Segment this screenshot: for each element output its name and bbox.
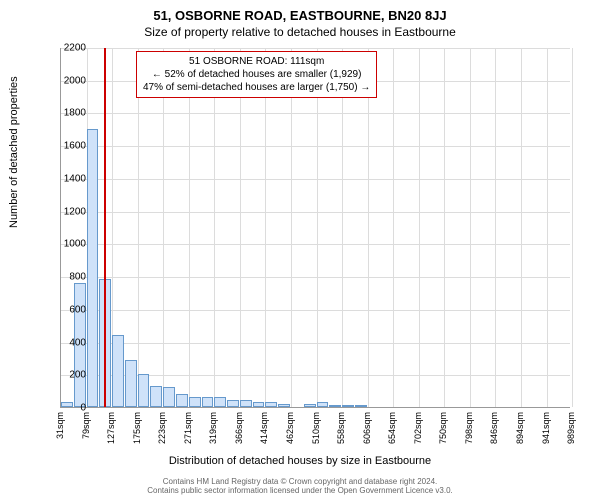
x-tick-label: 510sqm xyxy=(311,412,321,444)
x-axis-label: Distribution of detached houses by size … xyxy=(0,455,600,467)
vgrid-line xyxy=(240,48,241,407)
x-tick-label: 989sqm xyxy=(566,412,576,444)
y-axis-label: Number of detached properties xyxy=(8,76,20,228)
histogram-bar xyxy=(202,397,214,407)
histogram-bar xyxy=(329,405,341,407)
x-tick-label: 654sqm xyxy=(387,412,397,444)
chart-subtitle: Size of property relative to detached ho… xyxy=(0,23,600,39)
histogram-bar xyxy=(265,402,277,407)
vgrid-line xyxy=(214,48,215,407)
vgrid-line xyxy=(572,48,573,407)
vgrid-line xyxy=(317,48,318,407)
histogram-bar xyxy=(227,400,239,407)
x-tick-label: 798sqm xyxy=(464,412,474,444)
footer-line-1: Contains HM Land Registry data © Crown c… xyxy=(0,477,600,487)
histogram-bar xyxy=(87,129,99,407)
x-tick-label: 414sqm xyxy=(259,412,269,444)
x-tick-label: 127sqm xyxy=(106,412,116,444)
histogram-bar xyxy=(253,402,265,407)
y-tick-label: 200 xyxy=(46,370,86,381)
y-tick-label: 0 xyxy=(46,403,86,414)
y-tick-label: 1200 xyxy=(46,206,86,217)
x-tick-label: 462sqm xyxy=(285,412,295,444)
vgrid-line xyxy=(547,48,548,407)
y-tick-label: 2000 xyxy=(46,75,86,86)
chart-title: 51, OSBORNE ROAD, EASTBOURNE, BN20 8JJ xyxy=(0,0,600,23)
vgrid-line xyxy=(163,48,164,407)
y-tick-label: 2200 xyxy=(46,43,86,54)
footer-line-2: Contains public sector information licen… xyxy=(0,486,600,496)
histogram-bar xyxy=(138,374,150,407)
y-tick-label: 1000 xyxy=(46,239,86,250)
chart-area: 51 OSBORNE ROAD: 111sqm ← 52% of detache… xyxy=(60,48,570,408)
histogram-bar xyxy=(355,405,367,407)
x-tick-label: 750sqm xyxy=(438,412,448,444)
y-tick-label: 1400 xyxy=(46,173,86,184)
x-tick-label: 223sqm xyxy=(157,412,167,444)
info-line-2: ← 52% of detached houses are smaller (1,… xyxy=(143,68,370,81)
x-tick-label: 894sqm xyxy=(515,412,525,444)
vgrid-line xyxy=(342,48,343,407)
x-tick-label: 606sqm xyxy=(362,412,372,444)
info-line-1: 51 OSBORNE ROAD: 111sqm xyxy=(143,55,370,68)
histogram-bar xyxy=(214,397,226,407)
histogram-bar xyxy=(150,386,162,407)
histogram-bar xyxy=(342,405,354,407)
vgrid-line xyxy=(291,48,292,407)
x-tick-label: 366sqm xyxy=(234,412,244,444)
x-tick-label: 558sqm xyxy=(336,412,346,444)
x-tick-label: 175sqm xyxy=(132,412,142,444)
y-tick-label: 1800 xyxy=(46,108,86,119)
y-tick-label: 1600 xyxy=(46,141,86,152)
footer: Contains HM Land Registry data © Crown c… xyxy=(0,477,600,496)
x-tick-label: 319sqm xyxy=(208,412,218,444)
x-tick-label: 79sqm xyxy=(81,412,91,439)
histogram-bar xyxy=(278,404,290,407)
vgrid-line xyxy=(393,48,394,407)
x-tick-label: 846sqm xyxy=(489,412,499,444)
vgrid-line xyxy=(521,48,522,407)
vgrid-line xyxy=(470,48,471,407)
y-tick-label: 600 xyxy=(46,304,86,315)
x-tick-label: 941sqm xyxy=(541,412,551,444)
x-tick-label: 31sqm xyxy=(55,412,65,439)
vgrid-line xyxy=(368,48,369,407)
histogram-bar xyxy=(304,404,316,407)
vgrid-line xyxy=(138,48,139,407)
histogram-bar xyxy=(176,394,188,407)
x-tick-label: 271sqm xyxy=(183,412,193,444)
histogram-bar xyxy=(317,402,329,407)
histogram-bar xyxy=(240,400,252,407)
y-tick-label: 400 xyxy=(46,337,86,348)
histogram-bar xyxy=(125,360,137,407)
x-tick-label: 702sqm xyxy=(413,412,423,444)
histogram-bar xyxy=(189,397,201,407)
plot-region xyxy=(60,48,570,408)
y-tick-label: 800 xyxy=(46,272,86,283)
vgrid-line xyxy=(265,48,266,407)
info-line-3: 47% of semi-detached houses are larger (… xyxy=(143,81,370,94)
vgrid-line xyxy=(419,48,420,407)
vgrid-line xyxy=(444,48,445,407)
vgrid-line xyxy=(189,48,190,407)
histogram-bar xyxy=(112,335,124,407)
histogram-bar xyxy=(163,387,175,407)
info-box: 51 OSBORNE ROAD: 111sqm ← 52% of detache… xyxy=(136,51,377,98)
vgrid-line xyxy=(495,48,496,407)
property-marker-line xyxy=(104,48,106,407)
chart-container: 51, OSBORNE ROAD, EASTBOURNE, BN20 8JJ S… xyxy=(0,0,600,500)
